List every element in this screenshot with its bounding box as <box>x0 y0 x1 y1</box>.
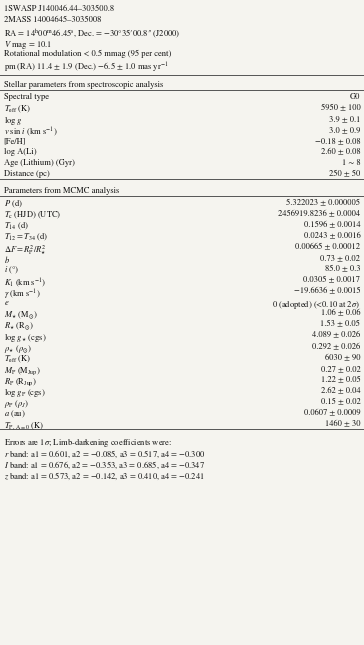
Text: $T_{\rm P,\, A=0}$ (K): $T_{\rm P,\, A=0}$ (K) <box>4 420 44 432</box>
Text: $K_1$ (km s$^{-1}$): $K_1$ (km s$^{-1}$) <box>4 277 46 290</box>
Text: 2.60 ± 0.08: 2.60 ± 0.08 <box>321 148 360 156</box>
Text: log A(Li): log A(Li) <box>4 148 36 156</box>
Text: Stellar parameters from spectroscopic analysis: Stellar parameters from spectroscopic an… <box>4 81 163 89</box>
Text: 250 ± 50: 250 ± 50 <box>329 170 360 178</box>
Text: $e$: $e$ <box>4 299 9 306</box>
Text: RA = 14$^{\rm h}$00$^{\rm m}$46.45$^{\rm s}$, Dec. = −30°35′00.8″ (J2000): RA = 14$^{\rm h}$00$^{\rm m}$46.45$^{\rm… <box>4 27 180 40</box>
Text: 3.9 ± 0.1: 3.9 ± 0.1 <box>329 115 360 123</box>
Text: 5950 ± 100: 5950 ± 100 <box>321 104 360 112</box>
Text: $\rho_{\star}$ ($\rho_{\odot}$): $\rho_{\star}$ ($\rho_{\odot}$) <box>4 342 32 355</box>
Text: 1.53 ± 0.05: 1.53 ± 0.05 <box>320 321 360 329</box>
Text: $R_{\star}$ (R$_{\odot}$): $R_{\star}$ (R$_{\odot}$) <box>4 321 34 332</box>
Text: $\gamma$ (km s$^{-1}$): $\gamma$ (km s$^{-1}$) <box>4 288 40 302</box>
Text: 2456919.8236 ± 0.0004: 2456919.8236 ± 0.0004 <box>278 210 360 218</box>
Text: log $g_{\rm P}$ (cgs): log $g_{\rm P}$ (cgs) <box>4 387 46 399</box>
Text: G0: G0 <box>350 93 360 101</box>
Text: 1 ∼ 8: 1 ∼ 8 <box>342 159 360 167</box>
Text: $b$: $b$ <box>4 254 10 265</box>
Text: $r$ band: a1 = 0.601, a2 = −0.085, a3 = 0.517, a4 = −0.300: $r$ band: a1 = 0.601, a2 = −0.085, a3 = … <box>4 448 205 459</box>
Text: 5.322023 ± 0.000005: 5.322023 ± 0.000005 <box>286 199 360 207</box>
Text: Distance (pc): Distance (pc) <box>4 170 50 178</box>
Text: 2MASS 14004645–3035008: 2MASS 14004645–3035008 <box>4 16 101 24</box>
Text: 0.00665 ± 0.00012: 0.00665 ± 0.00012 <box>295 243 360 252</box>
Text: 6030 ± 90: 6030 ± 90 <box>325 353 360 362</box>
Text: $a$ (au): $a$ (au) <box>4 409 25 420</box>
Text: 2.62 ± 0.04: 2.62 ± 0.04 <box>321 387 360 395</box>
Text: $z$ band: a1 = 0.573, a2 = −0.142, a3 = 0.410, a4 = −0.241: $z$ band: a1 = 0.573, a2 = −0.142, a3 = … <box>4 470 205 482</box>
Text: 1SWASP J140046.44–303500.8: 1SWASP J140046.44–303500.8 <box>4 5 114 12</box>
Text: −0.18 ± 0.08: −0.18 ± 0.08 <box>315 137 360 145</box>
Text: 4.089 ± 0.026: 4.089 ± 0.026 <box>312 332 360 340</box>
Text: $T_{\rm eff}$ (K): $T_{\rm eff}$ (K) <box>4 353 31 365</box>
Text: Spectral type: Spectral type <box>4 93 49 101</box>
Text: $T_{14}$ (d): $T_{14}$ (d) <box>4 221 28 232</box>
Text: −19.6636 ± 0.0015: −19.6636 ± 0.0015 <box>294 288 360 295</box>
Text: 0.73 ± 0.02: 0.73 ± 0.02 <box>320 254 360 263</box>
Text: log $g$: log $g$ <box>4 115 23 127</box>
Text: 0.0607 ± 0.0009: 0.0607 ± 0.0009 <box>304 409 360 417</box>
Text: $\Delta F = R_{\rm P}^2/R_{\star}^2$: $\Delta F = R_{\rm P}^2/R_{\star}^2$ <box>4 243 46 257</box>
Text: 1.22 ± 0.05: 1.22 ± 0.05 <box>321 376 360 384</box>
Text: $V$ mag = 10.1: $V$ mag = 10.1 <box>4 39 52 51</box>
Text: 0.27 ± 0.02: 0.27 ± 0.02 <box>321 365 360 373</box>
Text: $\rho_{\rm P}$ ($\rho_J$): $\rho_{\rm P}$ ($\rho_J$) <box>4 398 29 410</box>
Text: 1.06 ± 0.06: 1.06 ± 0.06 <box>321 310 360 317</box>
Text: 3.0 ± 0.9: 3.0 ± 0.9 <box>329 126 360 134</box>
Text: 0.0243 ± 0.0016: 0.0243 ± 0.0016 <box>304 232 360 240</box>
Text: 1460 ± 30: 1460 ± 30 <box>325 420 360 428</box>
Text: $T_{12} = T_{34}$ (d): $T_{12} = T_{34}$ (d) <box>4 232 48 243</box>
Text: Errors are 1$\sigma$; Limb-darkening coefficients were:: Errors are 1$\sigma$; Limb-darkening coe… <box>4 437 172 449</box>
Text: log $g_{\star}$ (cgs): log $g_{\star}$ (cgs) <box>4 332 46 344</box>
Text: 0.1596 ± 0.0014: 0.1596 ± 0.0014 <box>304 221 360 229</box>
Text: $R_{\rm P}$ (R$_{\rm Jup}$): $R_{\rm P}$ (R$_{\rm Jup}$) <box>4 376 36 388</box>
Text: 0.0305 ± 0.0017: 0.0305 ± 0.0017 <box>304 277 360 284</box>
Text: [Fe/H]: [Fe/H] <box>4 137 26 145</box>
Text: 85.0 ± 0.3: 85.0 ± 0.3 <box>325 265 360 273</box>
Text: 0.292 ± 0.026: 0.292 ± 0.026 <box>312 342 360 351</box>
Text: 0.15 ± 0.02: 0.15 ± 0.02 <box>321 398 360 406</box>
Text: 0 (adopted) (<0.10 at 2$\sigma$): 0 (adopted) (<0.10 at 2$\sigma$) <box>272 299 360 310</box>
Text: $P$ (d): $P$ (d) <box>4 199 23 210</box>
Text: Age (Lithium) (Gyr): Age (Lithium) (Gyr) <box>4 159 75 167</box>
Text: $T_{\rm c}$ (HJD) (UTC): $T_{\rm c}$ (HJD) (UTC) <box>4 210 61 221</box>
Text: $v$ sin $i$ (km s$^{-1}$): $v$ sin $i$ (km s$^{-1}$) <box>4 126 57 139</box>
Text: $M_{\star}$ (M$_{\odot}$): $M_{\star}$ (M$_{\odot}$) <box>4 310 37 321</box>
Text: Rotational modulation < 0.5 mmag (95 per cent): Rotational modulation < 0.5 mmag (95 per… <box>4 50 171 58</box>
Text: pm (RA) 11.4 ± 1.9 (Dec.) −6.5 ± 1.0 mas yr$^{-1}$: pm (RA) 11.4 ± 1.9 (Dec.) −6.5 ± 1.0 mas… <box>4 61 168 75</box>
Text: $i$ (°): $i$ (°) <box>4 265 19 277</box>
Text: $M_{\rm P}$ (M$_{\rm Jup}$): $M_{\rm P}$ (M$_{\rm Jup}$) <box>4 365 40 377</box>
Text: Parameters from MCMC analysis: Parameters from MCMC analysis <box>4 187 119 195</box>
Text: $T_{\rm eff}$ (K): $T_{\rm eff}$ (K) <box>4 104 31 115</box>
Text: $I$ band: a1 = 0.676, a2 = −0.353, a3 = 0.685, a4 = −0.347: $I$ band: a1 = 0.676, a2 = −0.353, a3 = … <box>4 459 205 471</box>
